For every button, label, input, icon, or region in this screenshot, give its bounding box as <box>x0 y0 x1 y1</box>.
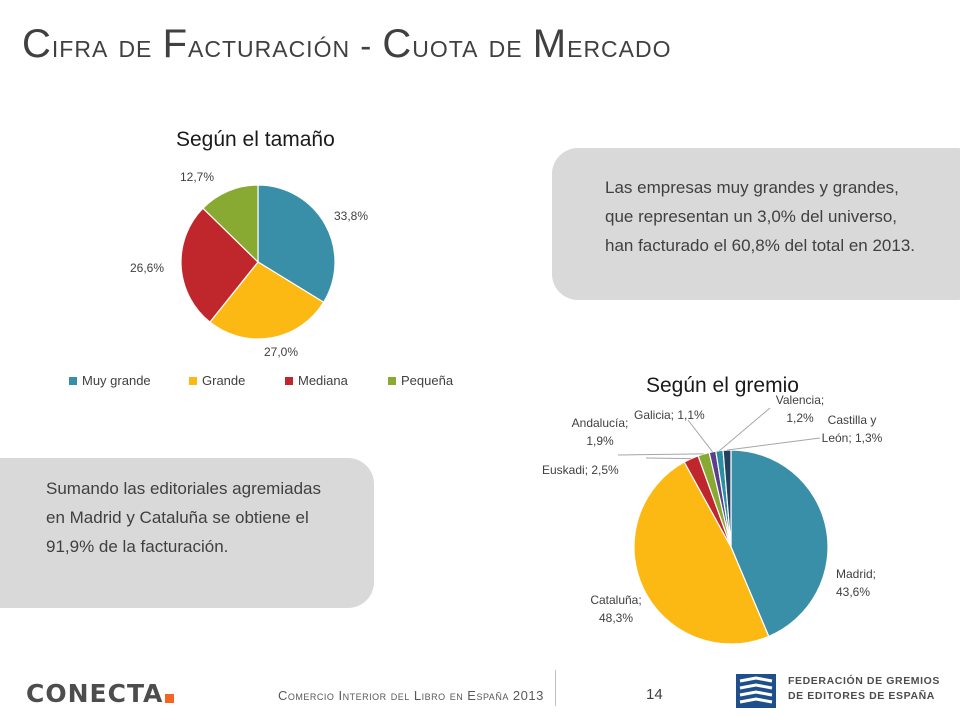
pie-slice-cataluna <box>633 461 770 645</box>
slide-title-part: M <box>532 22 568 66</box>
chart-title-size: Según el tamaño <box>176 128 335 151</box>
data-label-cataluna: Cataluña; 48,3% <box>590 593 641 625</box>
legend-item-mediana: Mediana <box>285 373 348 388</box>
pie-slice-muy-grande <box>257 184 336 304</box>
legend-label: Muy grande <box>82 373 151 388</box>
slide-title-part: C <box>382 22 413 66</box>
slide-title-part: acturación - <box>188 27 383 64</box>
callout-bottom-left: Sumando las editoriales agremiadas en Ma… <box>0 458 374 608</box>
conecta-logo-word: CONECTA <box>26 678 164 708</box>
data-label-madrid: Madrid; 43,6% <box>836 567 876 599</box>
leader-line-valencia <box>719 407 771 452</box>
footer-divider <box>555 670 556 706</box>
federacion-logo-mark-icon <box>736 674 776 708</box>
slide-title-part: ifra de <box>51 27 163 64</box>
federacion-logo: FEDERACIÓN DE GREMIOS DE EDITORES DE ESP… <box>736 670 939 710</box>
slide-title-part: ercado <box>567 27 672 64</box>
legend-swatch <box>189 376 197 385</box>
pie-slice-mediana <box>180 207 259 323</box>
legend-swatch <box>69 376 77 385</box>
legend-item-pequena: Pequeña <box>388 373 453 388</box>
data-label-euskadi: Euskadi; 2,5% <box>542 463 619 477</box>
footer-text: Comercio Interior del Libro en España 20… <box>278 688 544 703</box>
conecta-logo-dot <box>165 693 175 703</box>
page-number: 14 <box>646 686 663 703</box>
leader-line-galicia <box>687 419 713 453</box>
legend-item-grande: Grande <box>189 373 245 388</box>
data-label-pequena: 12,7% <box>180 170 214 184</box>
data-label-muy-grande: 33,8% <box>334 209 368 223</box>
leader-line-euskadi <box>645 457 692 460</box>
legend-item-muy-grande: Muy grande <box>69 373 151 388</box>
legend-label: Mediana <box>298 373 348 388</box>
leader-line-castilla-y-leon <box>726 437 821 451</box>
slide-title-part: F <box>162 22 189 66</box>
data-label-mediana: 26,6% <box>130 261 164 275</box>
callout-top-right-text: Las empresas muy grandes y grandes, que … <box>605 178 916 255</box>
slide-title-part: uota de <box>412 27 533 64</box>
conecta-logo: CONECTA <box>26 678 175 708</box>
legend-swatch <box>388 376 396 385</box>
pie-size-legend: Muy grande Grande Mediana Pequeña <box>58 373 498 393</box>
callout-top-right: Las empresas muy grandes y grandes, que … <box>552 148 960 300</box>
slide-title-part: C <box>22 22 52 66</box>
slide-title: Cifra de Facturación - Cuota de Mercado <box>22 22 672 67</box>
chart-title-guild: Según el gremio <box>646 374 799 397</box>
data-label-andalucia: Andalucía; 1,9% <box>572 416 629 448</box>
legend-label: Pequeña <box>401 373 454 388</box>
data-label-castilla-y-leon: Castilla y León; 1,3% <box>822 413 883 445</box>
data-label-grande: 27,0% <box>264 345 298 359</box>
pie-slice-madrid <box>730 449 829 638</box>
callout-bottom-left-text: Sumando las editoriales agremiadas en Ma… <box>46 479 321 556</box>
federacion-logo-line1: FEDERACIÓN DE GREMIOS <box>788 675 941 687</box>
data-label-valencia: Valencia; 1,2% <box>776 393 824 425</box>
pie-slice-pequena <box>202 184 259 264</box>
leader-line-andalucia <box>617 453 704 456</box>
legend-swatch <box>285 376 293 385</box>
federacion-logo-line2: DE EDITORES DE ESPAÑA <box>788 690 935 702</box>
federacion-logo-name: FEDERACIÓN DE GREMIOS DE EDITORES DE ESP… <box>788 674 940 704</box>
pie-slice-grande <box>209 261 325 340</box>
legend-label: Grande <box>202 373 246 388</box>
data-label-galicia: Galicia; 1,1% <box>634 408 705 422</box>
